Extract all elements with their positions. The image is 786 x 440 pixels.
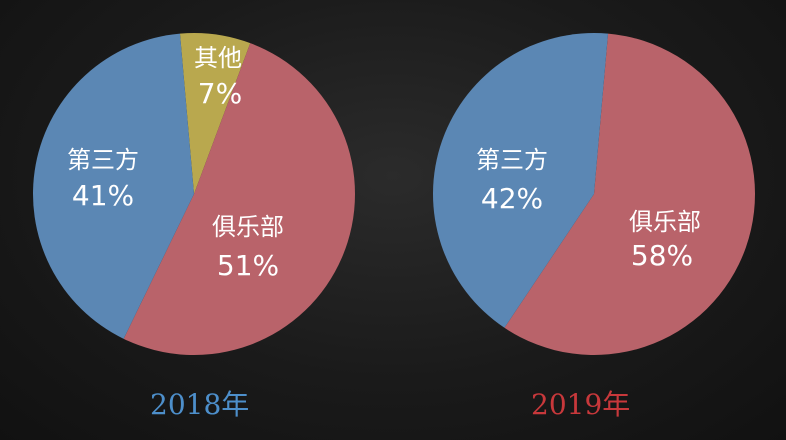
pie-slice-2018-1 — [123, 43, 355, 355]
pie-chart-2018: 其他 7% 俱乐部 51% 第三方 41% — [32, 32, 355, 355]
pie-slice-2019-0 — [504, 33, 755, 356]
pie-slice-2018-2 — [32, 33, 194, 339]
slice-percent-label: 58% — [631, 239, 693, 272]
year-label-2018: 2018年 — [150, 388, 250, 421]
slice-name-label: 俱乐部 — [629, 208, 701, 236]
pie-chart-2019: 俱乐部 58% 第三方 42% — [432, 32, 755, 356]
slice-percent-label: 51% — [217, 249, 279, 282]
slice-name-label: 俱乐部 — [212, 213, 284, 241]
slice-name-label: 其他 — [194, 44, 242, 72]
slice-percent-label: 41% — [72, 179, 134, 212]
slice-name-label: 第三方 — [67, 146, 139, 174]
slice-percent-label: 42% — [481, 182, 543, 215]
year-label-2019: 2019年 — [531, 388, 631, 421]
slice-name-label: 第三方 — [476, 146, 548, 174]
slice-percent-label: 7% — [198, 77, 242, 110]
pie-slice-2019-1 — [432, 32, 609, 328]
pie-slice-2018-0 — [179, 32, 251, 194]
